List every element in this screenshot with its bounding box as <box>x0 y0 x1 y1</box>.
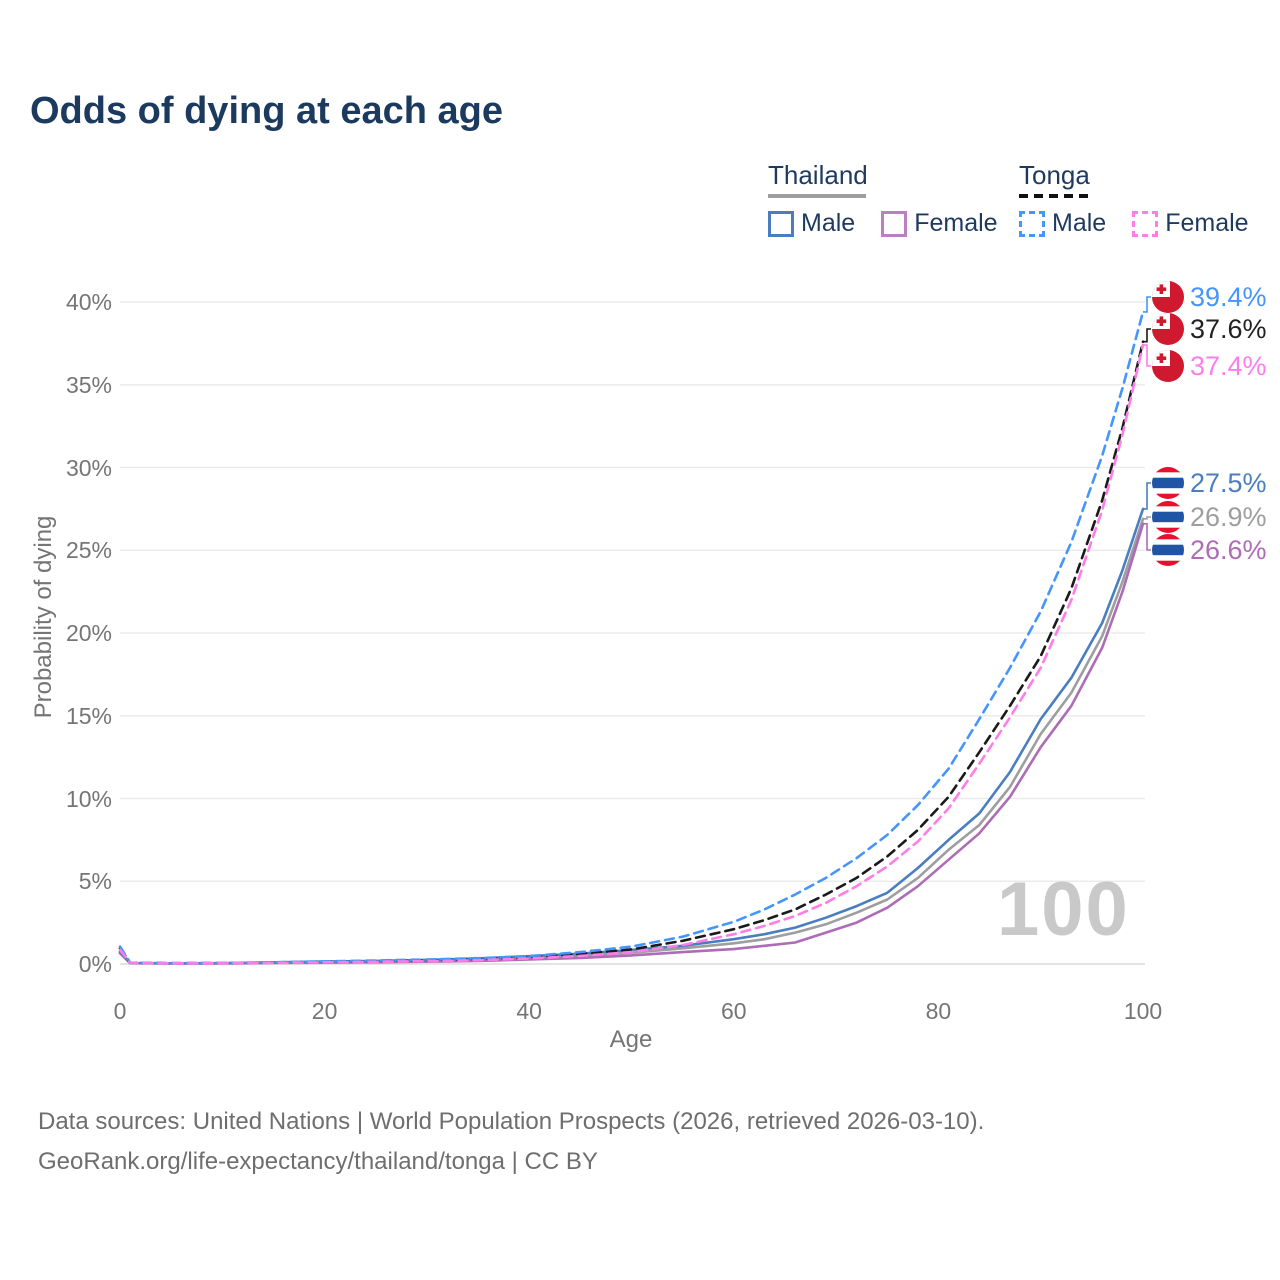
legend-country-tonga[interactable]: Tonga <box>1019 160 1275 198</box>
leader-line-tonga-male <box>1143 296 1151 313</box>
end-label-tonga-both: 37.6% <box>1152 313 1267 345</box>
series-line-thailand-female[interactable] <box>118 522 1145 965</box>
y-tick-10: 10% <box>65 785 112 812</box>
thailand-flag-icon <box>1152 501 1184 533</box>
series-line-thailand-both[interactable] <box>118 517 1145 965</box>
series-line-tonga-female[interactable] <box>118 343 1145 965</box>
leader-line-thailand-male <box>1143 482 1151 510</box>
legend-country-tonga-label: Tonga <box>1019 160 1090 190</box>
thailand-female-swatch-icon <box>881 210 908 237</box>
legend-item-label: Female <box>914 209 998 237</box>
y-tick-5: 5% <box>78 868 112 895</box>
tonga-flag-icon <box>1152 313 1184 345</box>
end-label-thailand-female: 26.6% <box>1152 534 1267 566</box>
end-label-tonga-female: 37.4% <box>1152 350 1267 382</box>
end-value: 27.5% <box>1190 467 1267 498</box>
thailand-flag-icon <box>1152 534 1184 566</box>
y-tick-25: 25% <box>65 537 112 564</box>
x-tick-60: 60 <box>721 998 747 1024</box>
series-line-tonga-both[interactable] <box>118 340 1145 965</box>
series-line-tonga-male[interactable] <box>118 310 1145 965</box>
thailand-male-swatch-icon <box>768 210 794 237</box>
x-axis-title: Age <box>609 1026 653 1053</box>
legend-item-thailand-male[interactable]: Male <box>768 209 855 238</box>
attribution-text: GeoRank.org/life-expectancy/thailand/ton… <box>38 1148 598 1175</box>
tonga-female-swatch-icon <box>1132 210 1159 237</box>
x-tick-20: 20 <box>311 998 338 1024</box>
end-label-thailand-male: 27.5% <box>1152 467 1267 499</box>
x-tick-80: 80 <box>925 998 952 1024</box>
page-title: Odds of dying at each age <box>30 90 503 132</box>
x-tick-40: 40 <box>516 998 542 1024</box>
tonga-flag-icon <box>1152 281 1184 313</box>
legend-thailand-line-sample <box>768 194 866 198</box>
legend-country-thailand[interactable]: Thailand <box>768 160 1024 198</box>
legend-group-thailand: Thailand Male Female <box>768 160 1024 238</box>
legend-item-tonga-female[interactable]: Female <box>1132 209 1249 238</box>
tonga-male-swatch-icon <box>1019 210 1045 237</box>
y-tick-20: 20% <box>65 620 112 646</box>
end-label-tonga-male: 39.4% <box>1152 281 1267 313</box>
end-label-thailand-both: 26.9% <box>1152 501 1267 533</box>
y-tick-35: 35% <box>65 371 112 398</box>
legend-item-tonga-male[interactable]: Male <box>1019 209 1106 238</box>
legend-item-label: Male <box>1052 209 1107 237</box>
x-tick-100: 100 <box>1123 998 1163 1024</box>
x-tick-0: 0 <box>113 998 127 1024</box>
data-sources-text: Data sources: United Nations | World Pop… <box>38 1108 985 1135</box>
leader-line-tonga-both <box>1143 328 1151 343</box>
end-value: 26.9% <box>1190 501 1267 532</box>
end-value: 37.4% <box>1190 350 1267 381</box>
legend-item-label: Male <box>801 209 856 237</box>
legend-group-tonga: Tonga Male Female <box>1019 160 1275 238</box>
thailand-flag-icon <box>1152 467 1184 499</box>
leader-line-tonga-female <box>1143 344 1151 367</box>
y-tick-40: 40% <box>65 289 112 315</box>
y-tick-0: 0% <box>78 951 112 977</box>
end-value: 26.6% <box>1190 534 1267 565</box>
tonga-flag-icon <box>1152 350 1184 382</box>
legend-item-label: Female <box>1165 209 1249 237</box>
leader-line-thailand-both <box>1143 516 1151 520</box>
legend-country-thailand-label: Thailand <box>768 160 868 190</box>
legend-tonga-line-sample <box>1019 194 1093 198</box>
y-tick-30: 30% <box>65 454 112 481</box>
age-watermark: 100 <box>997 867 1130 952</box>
end-value: 39.4% <box>1190 281 1267 312</box>
y-tick-15: 15% <box>65 702 112 729</box>
leader-line-thailand-female <box>1143 523 1151 551</box>
legend-item-thailand-female[interactable]: Female <box>881 209 998 238</box>
end-value: 37.6% <box>1190 313 1267 344</box>
